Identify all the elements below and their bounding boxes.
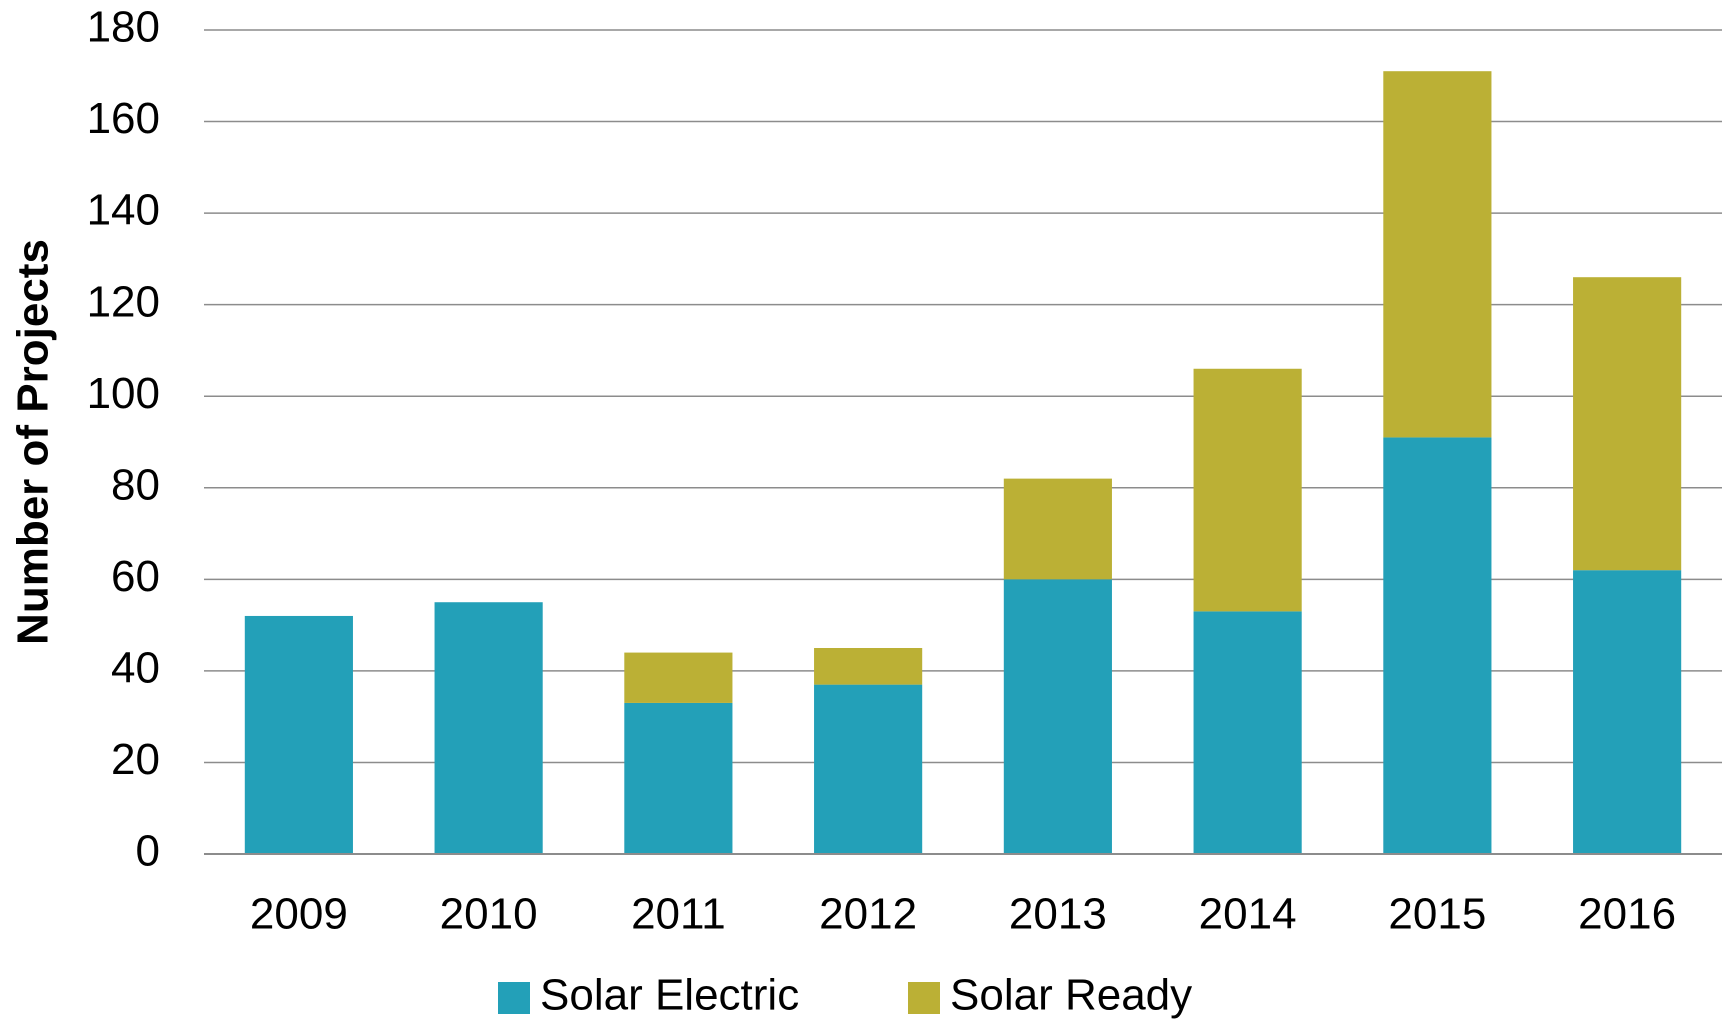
bar-segment	[814, 648, 923, 685]
bar-segment	[1193, 368, 1302, 612]
y-tick-label: 100	[87, 369, 160, 418]
y-tick-label: 120	[87, 277, 160, 326]
bar-segment	[624, 652, 733, 703]
legend-label: Solar Ready	[950, 971, 1192, 1020]
bar-segment	[814, 684, 923, 854]
legend-swatch	[498, 982, 530, 1014]
legend-label: Solar Electric	[540, 971, 799, 1020]
legend-swatch	[908, 982, 940, 1014]
y-axis-label: Number of Projects	[9, 239, 58, 645]
y-tick-label: 140	[87, 186, 160, 235]
x-tick-label: 2013	[1009, 890, 1107, 939]
bar-segment	[1193, 611, 1302, 854]
bar-segment	[1003, 478, 1112, 580]
bar-segment	[1573, 277, 1682, 571]
x-tick-label: 2011	[631, 890, 726, 939]
bar-segment	[624, 702, 733, 854]
y-tick-label: 20	[111, 735, 160, 784]
x-tick-label: 2009	[250, 890, 348, 939]
x-tick-label: 2010	[440, 890, 538, 939]
y-tick-label: 40	[111, 644, 160, 693]
bar-segment	[1383, 71, 1492, 438]
bar-segment	[434, 602, 543, 854]
bar-segment	[244, 615, 353, 854]
y-tick-label: 60	[111, 552, 160, 601]
x-tick-label: 2012	[819, 890, 917, 939]
y-tick-label: 80	[111, 460, 160, 509]
x-tick-label: 2014	[1199, 890, 1297, 939]
bar-segment	[1383, 437, 1492, 854]
bar-segment	[1573, 570, 1682, 854]
y-tick-label: 160	[87, 94, 160, 143]
y-tick-label: 0	[136, 827, 160, 876]
y-tick-label: 180	[87, 3, 160, 52]
x-tick-label: 2015	[1388, 890, 1486, 939]
x-tick-label: 2016	[1578, 890, 1676, 939]
bar-segment	[1003, 579, 1112, 854]
